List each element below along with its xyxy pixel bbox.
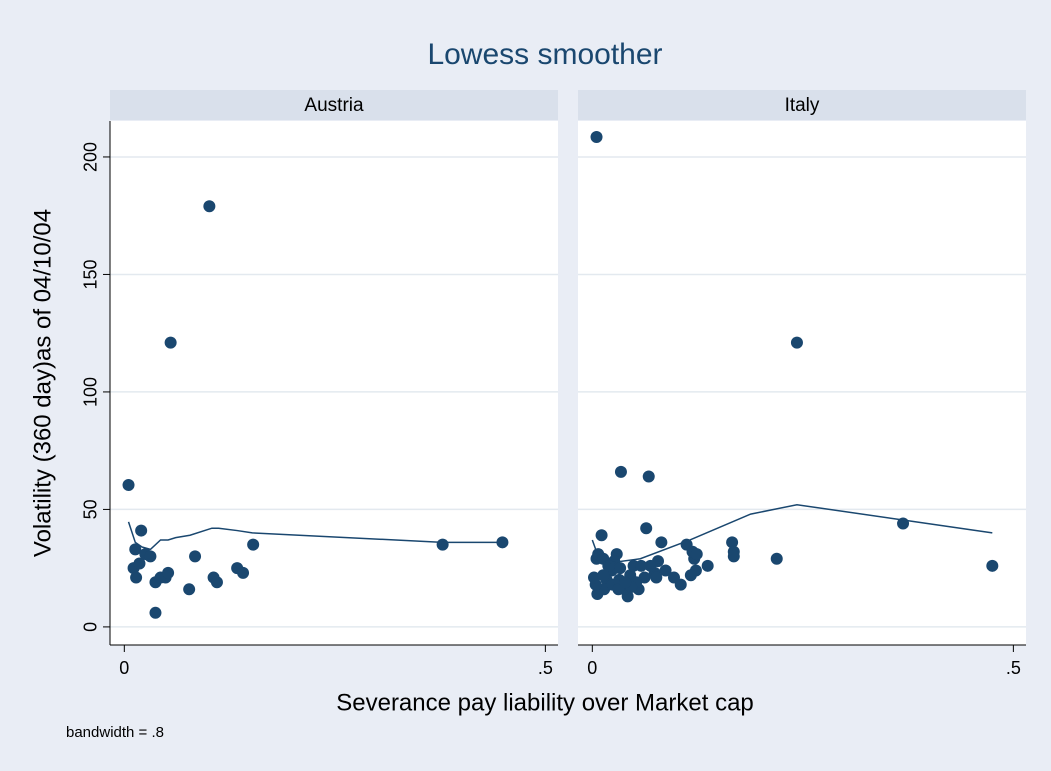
point (668, 571, 680, 584)
point (614, 562, 627, 575)
point (690, 548, 703, 561)
point (149, 606, 162, 619)
point (614, 465, 627, 478)
point (144, 550, 157, 563)
panel-title: Italy (785, 95, 820, 116)
point (770, 552, 783, 565)
y-tick-label: 100 (81, 377, 101, 407)
point (203, 200, 216, 213)
point (597, 569, 610, 582)
lowess-line (591, 503, 993, 565)
x-tick-label: .5 (538, 658, 553, 678)
point (595, 529, 608, 542)
point (684, 569, 697, 582)
chart-title: Lowess smoother (427, 38, 662, 71)
point (701, 559, 714, 572)
point (436, 538, 449, 551)
y-tick-label: 50 (81, 499, 101, 519)
y-tick-label: 0 (81, 622, 101, 632)
point (591, 588, 604, 601)
point (588, 571, 600, 584)
point (619, 576, 632, 589)
point (133, 557, 146, 570)
point (162, 566, 175, 579)
point (650, 571, 663, 584)
point (659, 564, 672, 577)
x-axis-label: Severance pay liability over Market cap (336, 689, 754, 716)
point (237, 566, 250, 579)
point (210, 576, 223, 589)
point (590, 130, 603, 143)
point (130, 571, 143, 584)
point (655, 536, 668, 549)
x-tick-label: 0 (587, 658, 597, 678)
point (726, 536, 739, 549)
panel-title: Austria (304, 95, 364, 116)
y-axis-label: Volatility (360 day)as of 04/10/04 (29, 209, 56, 557)
point (635, 559, 648, 572)
panel-header (110, 90, 558, 120)
point (640, 522, 653, 535)
x-tick-label: .5 (1006, 658, 1021, 678)
point (790, 336, 803, 349)
point (644, 559, 657, 572)
y-tick-label: 150 (81, 259, 101, 289)
point (135, 524, 148, 537)
note: bandwidth = .8 (66, 724, 164, 741)
plot-area (110, 121, 558, 645)
y-tick-label: 200 (81, 142, 101, 172)
panel-header (578, 90, 1026, 120)
point (642, 470, 655, 483)
point (164, 336, 177, 349)
point (727, 550, 740, 563)
point (247, 538, 260, 551)
point (129, 543, 142, 556)
point (183, 583, 196, 596)
point (122, 478, 135, 491)
point (986, 559, 999, 572)
plot-area (578, 121, 1026, 645)
point (189, 550, 202, 563)
x-tick-label: 0 (119, 658, 129, 678)
lowess-line (127, 521, 503, 551)
